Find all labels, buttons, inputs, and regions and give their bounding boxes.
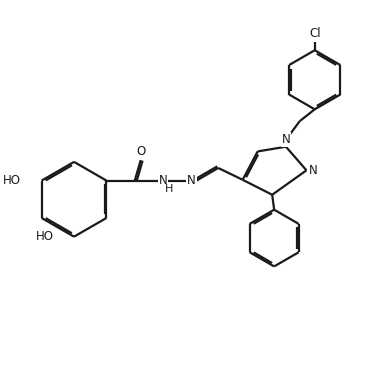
Text: HO: HO xyxy=(3,174,21,187)
Text: N: N xyxy=(187,174,196,187)
Text: N: N xyxy=(159,174,167,187)
Text: H: H xyxy=(164,184,173,194)
Text: N: N xyxy=(309,164,318,177)
Text: HO: HO xyxy=(36,230,54,243)
Text: N: N xyxy=(282,133,291,146)
Text: Cl: Cl xyxy=(309,27,321,40)
Text: O: O xyxy=(136,145,145,158)
